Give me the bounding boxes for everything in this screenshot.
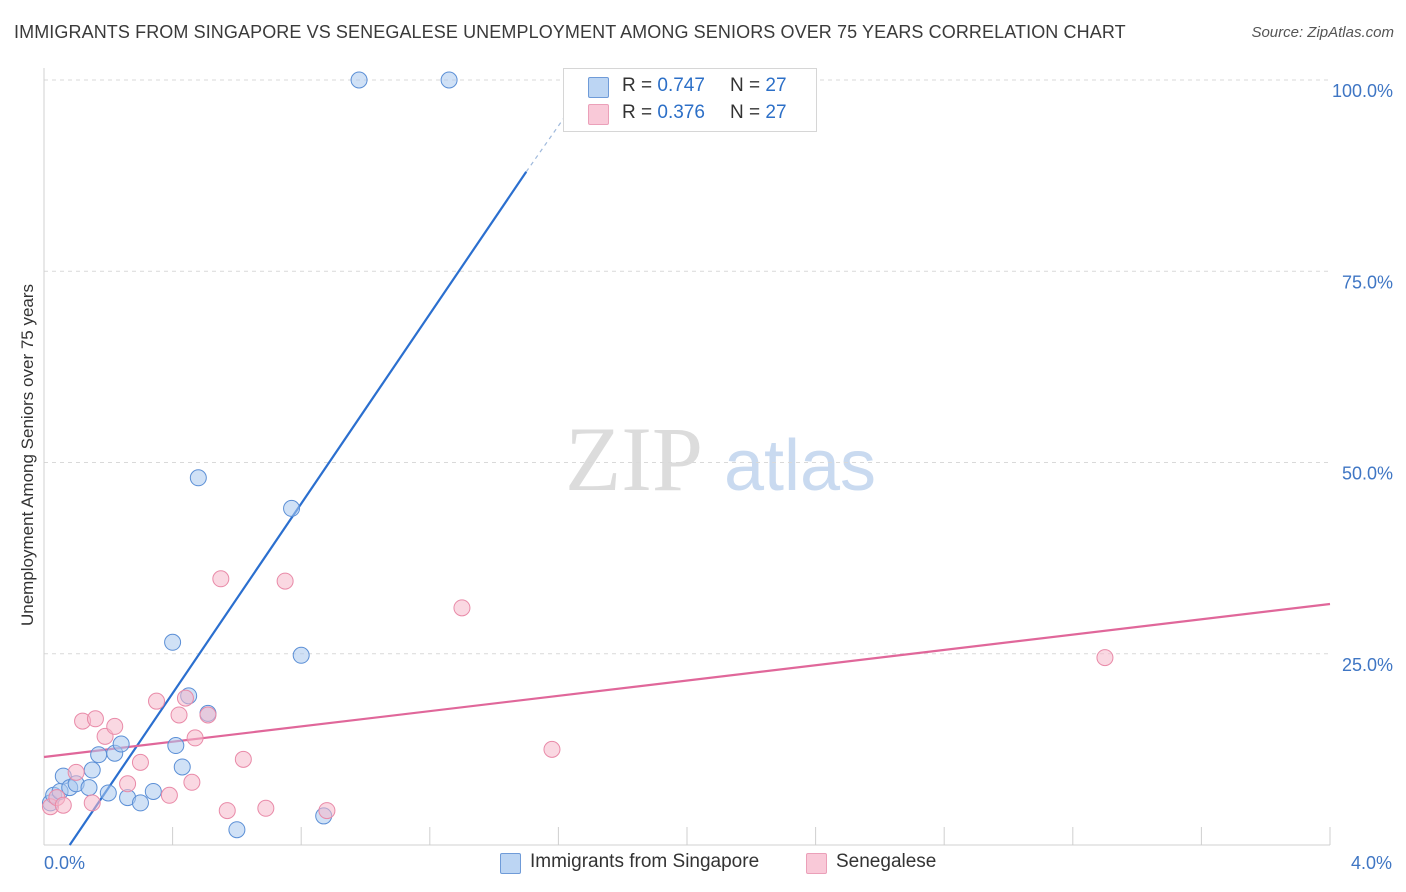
senegalese-point bbox=[67, 763, 85, 781]
y-axis-label: Unemployment Among Seniors over 75 years bbox=[18, 283, 37, 627]
senegalese-point bbox=[199, 706, 217, 724]
legend-r-value: 0.747 bbox=[657, 75, 705, 96]
legend-n-text: N = 27 bbox=[730, 75, 787, 97]
source-credit: Source: ZipAtlas.com bbox=[1251, 24, 1394, 41]
series-name-singapore: Immigrants from Singapore bbox=[530, 851, 760, 872]
singapore-point bbox=[112, 735, 130, 753]
legend-r-text: R = 0.747 bbox=[622, 75, 705, 97]
x-tick-label: 0.0% bbox=[44, 853, 85, 873]
y-tick-label: 100.0% bbox=[1332, 81, 1393, 101]
senegalese-point bbox=[543, 740, 561, 758]
senegalese-point bbox=[1096, 649, 1114, 667]
singapore-point bbox=[292, 646, 310, 664]
singapore-point bbox=[90, 746, 108, 764]
legend-r-label: R = bbox=[622, 102, 653, 123]
singapore-point bbox=[173, 758, 191, 776]
singapore-point bbox=[80, 779, 98, 797]
legend-r-value: 0.376 bbox=[657, 102, 705, 123]
senegalese-point bbox=[234, 750, 252, 768]
senegalese-point bbox=[148, 692, 166, 710]
senegalese-point bbox=[170, 706, 188, 724]
senegalese-point bbox=[83, 794, 101, 812]
series-swatch-pink bbox=[806, 853, 827, 874]
trend-line-senegalese bbox=[43, 602, 1331, 759]
y-tick-label: 75.0% bbox=[1342, 272, 1393, 292]
senegalese-point bbox=[453, 599, 471, 617]
series-senegalese-points bbox=[41, 570, 1114, 820]
legend-r-text: R = 0.376 bbox=[622, 102, 705, 124]
singapore-point bbox=[83, 761, 101, 779]
legend-n-value: 27 bbox=[765, 75, 787, 96]
series-singapore-points bbox=[41, 71, 458, 839]
legend-r-label: R = bbox=[622, 75, 653, 96]
senegalese-point bbox=[86, 710, 104, 728]
watermark-atlas: atlas bbox=[724, 426, 876, 506]
senegalese-point bbox=[131, 753, 149, 771]
trend-line-singapore-extension bbox=[525, 79, 592, 173]
watermark-zip: ZIP bbox=[565, 408, 703, 510]
x-tick-label: 4.0% bbox=[1351, 853, 1392, 873]
legend-n-label: N = bbox=[730, 102, 761, 123]
watermark: ZIP atlas bbox=[565, 408, 876, 510]
singapore-point bbox=[189, 469, 207, 487]
singapore-point bbox=[131, 794, 149, 812]
senegalese-point bbox=[212, 570, 230, 588]
legend-swatch-blue bbox=[588, 77, 609, 98]
x-ticks: 0.0% 4.0% bbox=[44, 827, 1392, 873]
senegalese-point bbox=[119, 775, 137, 793]
senegalese-point bbox=[160, 786, 178, 804]
series-swatch-blue bbox=[500, 853, 521, 874]
senegalese-point bbox=[54, 796, 72, 814]
gridlines bbox=[44, 79, 1330, 655]
senegalese-point bbox=[186, 729, 204, 747]
singapore-point bbox=[167, 737, 185, 755]
chart-title: IMMIGRANTS FROM SINGAPORE VS SENEGALESE … bbox=[14, 22, 1126, 42]
senegalese-point bbox=[106, 717, 124, 735]
legend-n-text: N = 27 bbox=[730, 102, 787, 124]
singapore-point bbox=[144, 782, 162, 800]
legend-n-label: N = bbox=[730, 75, 761, 96]
singapore-point bbox=[350, 71, 368, 89]
singapore-point bbox=[228, 821, 246, 839]
singapore-point bbox=[440, 71, 458, 89]
singapore-point bbox=[283, 499, 301, 517]
senegalese-point bbox=[257, 799, 275, 817]
y-tick-labels: 25.0% 50.0% 75.0% 100.0% bbox=[1332, 81, 1393, 675]
y-tick-label: 25.0% bbox=[1342, 655, 1393, 675]
singapore-point bbox=[99, 784, 117, 802]
senegalese-point bbox=[318, 802, 336, 820]
senegalese-point bbox=[176, 689, 194, 707]
legend-swatch-pink bbox=[588, 104, 609, 125]
singapore-point bbox=[164, 633, 182, 651]
senegalese-point bbox=[183, 773, 201, 791]
correlation-legend: R = 0.747 N = 27 R = 0.376 N = 27 bbox=[563, 68, 817, 132]
series-name-senegalese: Senegalese bbox=[836, 851, 937, 872]
senegalese-point bbox=[218, 802, 236, 820]
legend-n-value: 27 bbox=[765, 102, 787, 123]
y-tick-label: 50.0% bbox=[1342, 464, 1393, 484]
senegalese-point bbox=[276, 572, 294, 590]
data-points bbox=[41, 71, 1114, 839]
